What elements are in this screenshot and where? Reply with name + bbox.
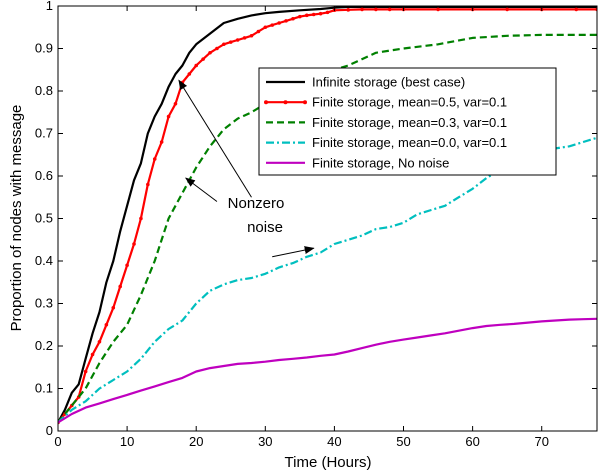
series-point — [360, 7, 364, 12]
series-point — [291, 16, 295, 21]
x-tick-label: 40 — [327, 434, 341, 449]
annotation-arrow — [272, 246, 315, 258]
annotation-line-2: noise — [247, 219, 283, 236]
series-point — [194, 63, 199, 68]
series-point — [374, 7, 378, 12]
series-point — [263, 25, 268, 30]
series-point — [152, 157, 157, 161]
ticks-layer: 0 10 20 30 40 50 60 70 0 0.1 0.2 0.3 0.4 0.5 0.6 0.7 0.8… — [35, 0, 597, 449]
y-tick-label: 0.6 — [35, 168, 53, 183]
series-line-1 — [58, 5, 597, 424]
series-point — [387, 7, 392, 12]
series-point — [97, 339, 102, 344]
series-point — [166, 114, 171, 119]
x-axis-label: Time (Hours) — [285, 454, 372, 471]
legend-label-1: Infinite storage (best case) — [312, 75, 465, 90]
series-point — [270, 23, 275, 27]
y-tick-label: 0.7 — [35, 126, 53, 141]
legend-label-5: Finite storage, No noise — [312, 155, 449, 170]
series-line-4 — [58, 136, 597, 424]
series-point — [318, 11, 323, 16]
y-tick-label: 0.5 — [35, 211, 53, 226]
x-tick-label: 50 — [396, 434, 410, 449]
series-point — [505, 7, 509, 12]
x-tick-label: 60 — [465, 434, 479, 449]
legend-box — [258, 67, 557, 176]
series-point — [139, 216, 143, 221]
legend-label-3: Finite storage, mean=0.3, var=0.1 — [312, 115, 507, 130]
y-tick-label: 0 — [46, 423, 53, 438]
series-point — [132, 242, 136, 246]
series-point — [298, 14, 302, 19]
series-point — [436, 7, 440, 12]
y-tick-label: 0.1 — [35, 381, 53, 396]
series-point — [304, 13, 309, 18]
legend-label-4: Finite storage, mean=0.0, var=0.1 — [312, 135, 507, 150]
series-point — [159, 140, 164, 144]
series-point — [146, 182, 150, 187]
x-tick-label: 20 — [189, 434, 203, 449]
series-point — [249, 33, 254, 38]
series-point — [277, 21, 281, 25]
series-point — [173, 101, 178, 106]
series-point — [215, 46, 219, 51]
series-point — [346, 8, 351, 12]
series-point — [104, 322, 109, 327]
x-tick-label: 10 — [120, 434, 134, 449]
y-tick-label: 0.9 — [35, 41, 53, 56]
series-point — [574, 7, 579, 12]
series-point — [228, 40, 233, 44]
y-tick-label: 0.3 — [35, 296, 53, 311]
legend-label-2: Finite storage, mean=0.5, var=0.1 — [312, 95, 507, 110]
x-tick-label: 30 — [258, 434, 272, 449]
y-tick-label: 0.4 — [35, 253, 53, 268]
series-point — [201, 57, 205, 61]
annotation-line-1: Nonzero — [228, 195, 285, 212]
series-point — [125, 263, 129, 268]
series-point — [284, 19, 288, 23]
series-point — [222, 42, 226, 47]
series-point — [235, 38, 240, 42]
series-line-2 — [58, 8, 597, 424]
legend-marker — [264, 100, 268, 105]
annotation-layer: Nonzero noise — [178, 79, 315, 258]
series-point — [90, 352, 95, 357]
series-point — [111, 305, 116, 310]
legend: Infinite storage (best case) Finite stora… — [258, 67, 557, 176]
legend-marker — [303, 100, 307, 105]
y-tick-label: 0.8 — [35, 83, 53, 98]
series-point — [118, 284, 122, 289]
series-point — [311, 12, 316, 17]
x-tick-label: 0 — [54, 434, 61, 449]
series-point — [242, 36, 247, 40]
series-point — [83, 369, 88, 374]
x-tick-label: 70 — [534, 434, 548, 449]
series-line-5 — [58, 317, 597, 424]
y-axis-label: Proportion of nodes with message — [8, 105, 25, 332]
series-point — [187, 72, 192, 76]
series-point — [208, 50, 212, 55]
series-point — [325, 10, 330, 15]
y-tick-label: 0.2 — [35, 338, 53, 353]
y-tick-label: 1 — [46, 0, 53, 13]
series-point — [256, 29, 261, 34]
annotation-arrow — [185, 177, 218, 202]
annotation-arrow — [178, 79, 252, 198]
legend-marker — [283, 100, 288, 105]
